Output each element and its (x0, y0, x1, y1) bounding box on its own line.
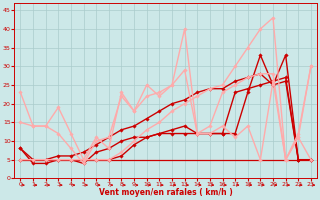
X-axis label: Vent moyen/en rafales ( km/h ): Vent moyen/en rafales ( km/h ) (99, 188, 233, 197)
